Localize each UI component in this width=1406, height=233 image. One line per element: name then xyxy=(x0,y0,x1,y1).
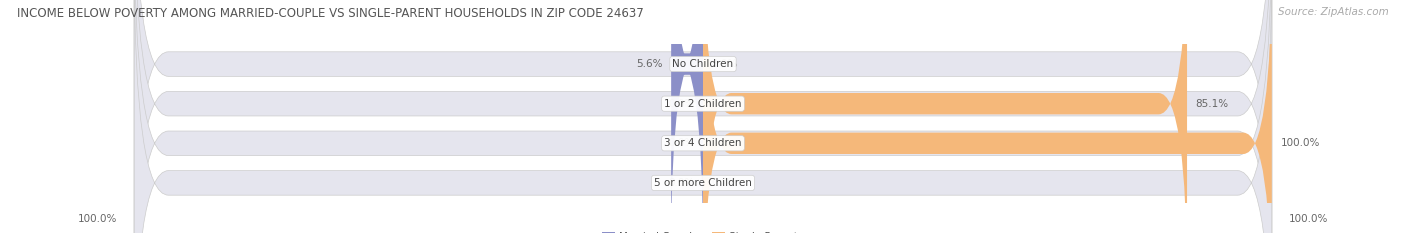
Text: 85.1%: 85.1% xyxy=(1195,99,1229,109)
Legend: Married Couples, Single Parents: Married Couples, Single Parents xyxy=(603,232,803,233)
Text: INCOME BELOW POVERTY AMONG MARRIED-COUPLE VS SINGLE-PARENT HOUSEHOLDS IN ZIP COD: INCOME BELOW POVERTY AMONG MARRIED-COUPL… xyxy=(17,7,644,20)
Text: 1 or 2 Children: 1 or 2 Children xyxy=(664,99,742,109)
Text: 3 or 4 Children: 3 or 4 Children xyxy=(664,138,742,148)
FancyBboxPatch shape xyxy=(134,0,1272,233)
Text: 5 or more Children: 5 or more Children xyxy=(654,178,752,188)
Text: 0.0%: 0.0% xyxy=(668,138,695,148)
Text: Source: ZipAtlas.com: Source: ZipAtlas.com xyxy=(1278,7,1389,17)
Text: 100.0%: 100.0% xyxy=(77,214,117,224)
Text: No Children: No Children xyxy=(672,59,734,69)
Text: 5.6%: 5.6% xyxy=(636,59,662,69)
Text: 100.0%: 100.0% xyxy=(1289,214,1329,224)
FancyBboxPatch shape xyxy=(134,0,1272,233)
Text: 0.0%: 0.0% xyxy=(668,99,695,109)
FancyBboxPatch shape xyxy=(134,0,1272,233)
FancyBboxPatch shape xyxy=(671,0,703,233)
Text: 100.0%: 100.0% xyxy=(1281,138,1320,148)
Text: 0.0%: 0.0% xyxy=(668,178,695,188)
Text: 0.0%: 0.0% xyxy=(711,59,738,69)
Text: 0.0%: 0.0% xyxy=(711,178,738,188)
FancyBboxPatch shape xyxy=(703,0,1272,233)
FancyBboxPatch shape xyxy=(134,0,1272,233)
FancyBboxPatch shape xyxy=(703,0,1187,233)
